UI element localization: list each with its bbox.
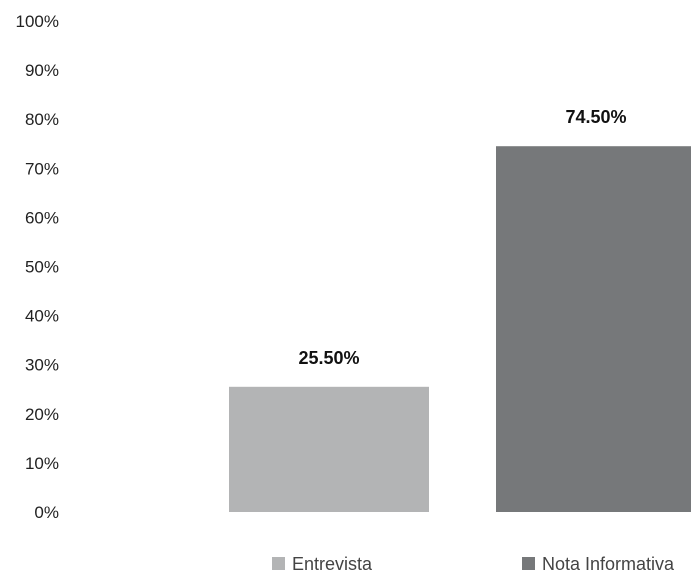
data-labels: 25.50% 74.50%	[298, 107, 626, 368]
y-axis: 0% 10% 20% 30% 40% 50% 60% 70% 80% 90% 100%	[16, 12, 59, 522]
bars	[229, 146, 691, 512]
y-tick-label: 30%	[25, 356, 59, 375]
y-tick-label: 80%	[25, 110, 59, 129]
y-tick-label: 20%	[25, 405, 59, 424]
y-tick-label: 10%	[25, 454, 59, 473]
data-label: 74.50%	[565, 107, 626, 127]
bar-nota-informativa	[496, 146, 691, 512]
y-tick-label: 60%	[25, 208, 59, 227]
legend-label: Nota Informativa	[542, 554, 675, 574]
legend: Entrevista Nota Informativa	[272, 554, 675, 574]
y-tick-label: 50%	[25, 258, 59, 277]
legend-swatch	[522, 557, 535, 570]
y-tick-label: 70%	[25, 159, 59, 178]
bar-entrevista	[229, 386, 429, 512]
legend-label: Entrevista	[292, 554, 373, 574]
y-tick-label: 90%	[25, 61, 59, 80]
y-tick-label: 100%	[16, 12, 59, 31]
legend-swatch	[272, 557, 285, 570]
y-tick-label: 0%	[34, 503, 59, 522]
y-tick-label: 40%	[25, 307, 59, 326]
data-label: 25.50%	[298, 348, 359, 368]
